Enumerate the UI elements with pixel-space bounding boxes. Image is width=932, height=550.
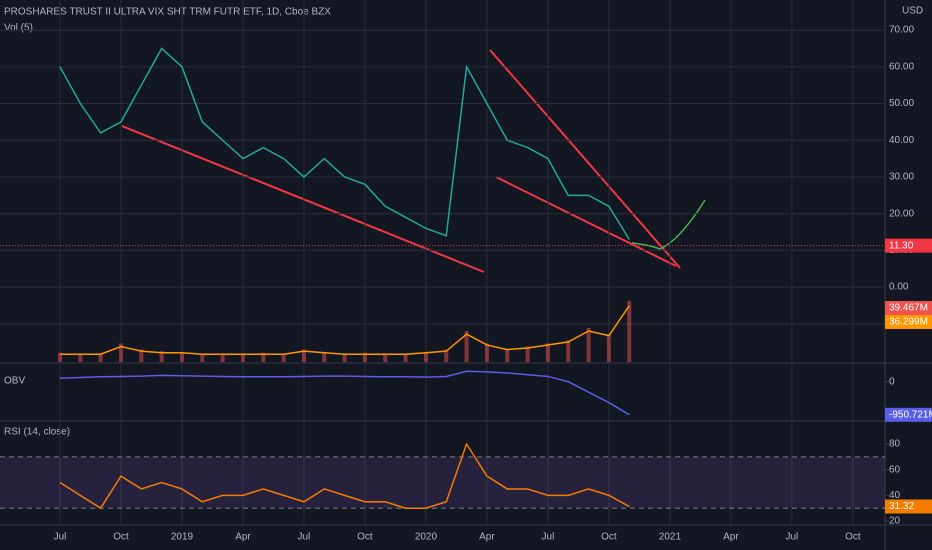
volume-bar (98, 354, 103, 362)
volume-bar (118, 343, 123, 362)
volume-bar (240, 354, 245, 362)
volume-bar (301, 349, 306, 362)
x-tick-label: Oct (601, 532, 617, 543)
value-label-box (885, 499, 932, 514)
volume-bar (342, 354, 347, 362)
volume-bar (322, 352, 327, 362)
title: PROSHARES TRUST II ULTRA VIX SHT TRM FUT… (4, 7, 331, 18)
y-tick-label: 50.00 (889, 98, 914, 109)
trend-line (495, 176, 677, 267)
volume-bar (200, 354, 205, 362)
trend-line (489, 49, 681, 269)
volume-bar (423, 352, 428, 362)
volume-bar (220, 354, 225, 362)
obv-label: OBV (4, 376, 25, 387)
y-tick-label: 20.00 (889, 208, 914, 219)
value-label: 11.30 (889, 240, 914, 251)
volume-bar (383, 354, 388, 362)
x-tick-label: 2019 (171, 532, 194, 543)
volume-bar (281, 354, 286, 362)
x-tick-label: Apr (235, 532, 251, 543)
y-tick-label: 80 (889, 439, 901, 450)
x-tick-label: Jul (54, 532, 67, 543)
volume-bar (139, 349, 144, 362)
value-label: -950.721M (889, 409, 932, 420)
volume-bar (545, 343, 550, 362)
y-tick-label: 60 (889, 464, 901, 475)
value-label-box (885, 407, 932, 422)
x-tick-label: 2021 (659, 532, 682, 543)
series-line (60, 305, 630, 355)
y-tick-label: 40 (889, 490, 901, 501)
x-tick-label: 2020 (415, 532, 438, 543)
volume-bar (525, 346, 530, 362)
x-tick-label: Apr (723, 532, 739, 543)
volume-bar (444, 349, 449, 362)
volume-bar (58, 352, 62, 362)
y-tick-label: 60.00 (889, 61, 914, 72)
volume-bar (159, 351, 164, 362)
y-tick-label: 30.00 (889, 172, 914, 183)
volume-bar (627, 300, 632, 362)
value-label-box (885, 301, 932, 315)
volume-bar (586, 327, 591, 362)
x-tick-label: Oct (357, 532, 373, 543)
projection-curve (631, 199, 706, 250)
series-line (59, 442, 630, 510)
x-tick-label: Oct (845, 532, 861, 543)
volume-bar (484, 343, 489, 362)
volume-bar (362, 352, 367, 362)
x-tick-label: Oct (113, 532, 129, 543)
series-line (59, 370, 630, 416)
volume-bar (566, 340, 571, 362)
rsi-band (0, 456, 885, 509)
y-tick-label: 0.00 (889, 282, 909, 293)
volume-bar (78, 354, 83, 362)
y-tick-label: 40.00 (889, 135, 914, 146)
value-label: 31.32 (889, 501, 914, 512)
volume-bar (606, 334, 611, 362)
x-tick-label: Jul (298, 532, 311, 543)
volume-bar (505, 349, 510, 362)
volume-bar (403, 354, 408, 362)
volume-bar (179, 352, 184, 362)
y-tick-label: 70.00 (889, 25, 914, 36)
value-label-box (885, 238, 932, 253)
rsi-label: RSI (14, close) (4, 427, 70, 438)
currency: USD (902, 6, 923, 17)
y-tick-label: 20 (889, 516, 901, 527)
volume-label: Vol (5) (4, 23, 33, 34)
series-line (59, 47, 630, 240)
y-tick-label: 0 (889, 376, 895, 387)
x-tick-label: Jul (785, 532, 798, 543)
x-tick-label: Apr (479, 532, 495, 543)
value-label: 36.299M (889, 317, 928, 328)
volume-bar (464, 331, 469, 362)
value-label-box (885, 315, 932, 329)
volume-bar (261, 352, 266, 362)
x-tick-label: Jul (542, 532, 555, 543)
value-label: 39.467M (889, 303, 928, 314)
